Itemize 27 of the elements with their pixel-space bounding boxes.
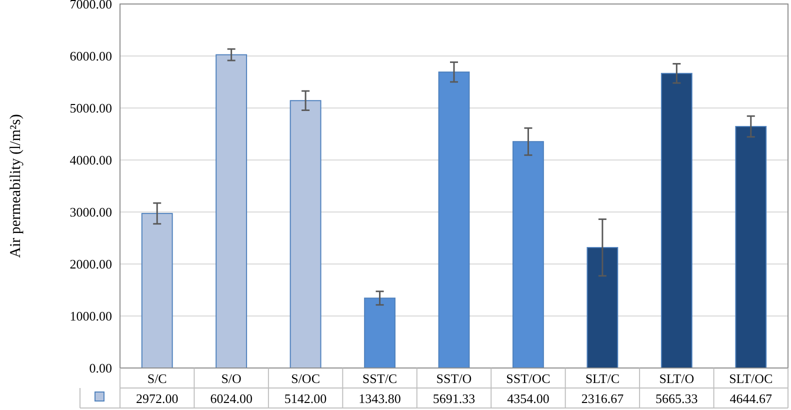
x-tick-label: SLT/O bbox=[659, 371, 694, 386]
y-axis-title: Air permeability (l/m²s) bbox=[8, 114, 24, 258]
x-tick-label: S/C bbox=[147, 371, 167, 386]
data-label: 1343.80 bbox=[358, 391, 401, 406]
data-label: 4354.00 bbox=[507, 391, 550, 406]
data-label: 2316.67 bbox=[581, 391, 624, 406]
data-label: 5691.33 bbox=[432, 391, 476, 406]
data-label: 5665.33 bbox=[656, 391, 698, 406]
data-label: 6024.00 bbox=[210, 391, 252, 406]
x-tick-label: SLT/OC bbox=[729, 371, 773, 386]
x-tick-label: SLT/C bbox=[585, 371, 620, 386]
x-tick-label: SST/OC bbox=[506, 371, 550, 386]
data-label: 4644.67 bbox=[730, 391, 773, 406]
y-tick-label: 2000.00 bbox=[70, 256, 112, 272]
x-tick-label: SST/C bbox=[362, 371, 398, 386]
x-tick-label: S/OC bbox=[291, 371, 320, 386]
y-tick-label: 0.00 bbox=[89, 360, 112, 376]
data-label: 2972.00 bbox=[136, 391, 178, 406]
y-tick-label: 4000.00 bbox=[70, 152, 112, 168]
y-tick-label: 6000.00 bbox=[70, 48, 112, 64]
y-tick-label: 3000.00 bbox=[70, 204, 112, 220]
y-tick-label: 5000.00 bbox=[70, 100, 112, 116]
x-tick-label: SST/O bbox=[436, 371, 472, 386]
data-label: 5142.00 bbox=[284, 391, 327, 406]
y-tick-label: 7000.00 bbox=[70, 0, 112, 12]
x-tick-label: S/O bbox=[221, 371, 242, 386]
y-tick-label: 1000.00 bbox=[70, 308, 112, 324]
